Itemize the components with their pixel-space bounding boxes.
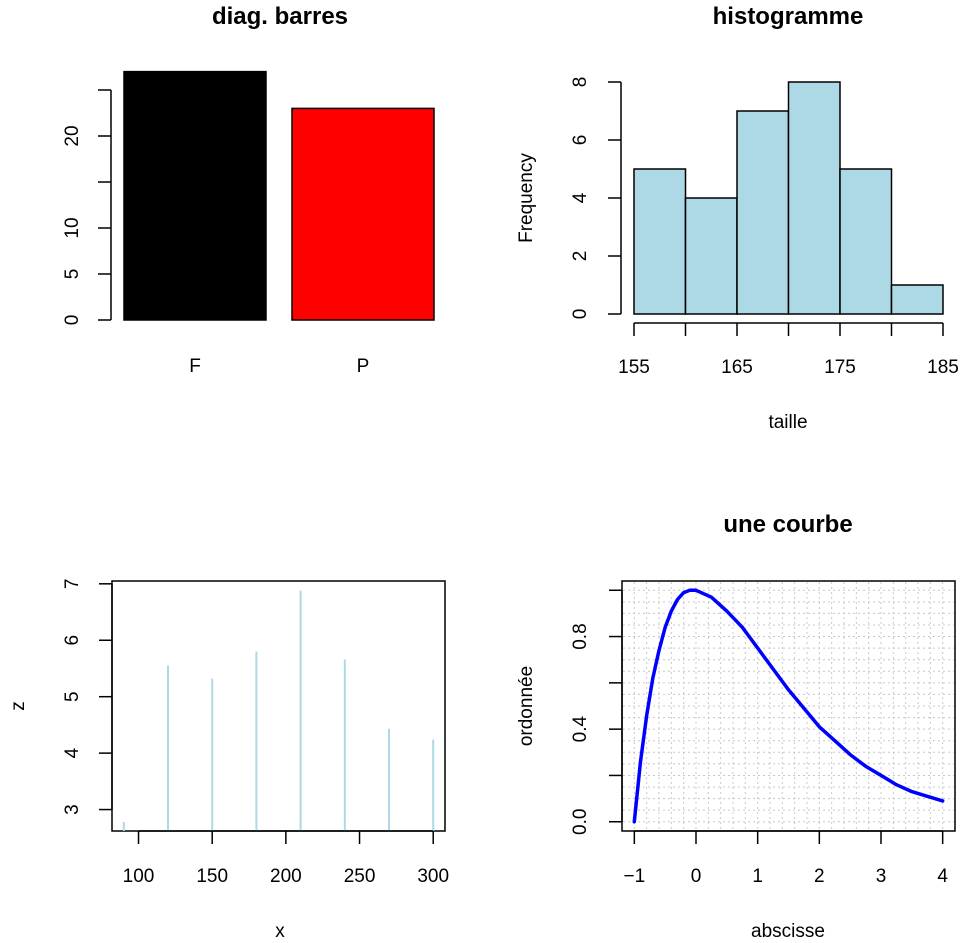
barplot-y-axis: 0 5 10 20 — [62, 89, 112, 326]
spikeplot-y-axis: 3 4 5 6 7 — [62, 579, 113, 815]
histogram-x-tick-label: 175 — [824, 357, 856, 378]
spikeplot-y-tick-label: 4 — [62, 747, 83, 758]
spikeplot-x-label: x — [275, 921, 285, 942]
barplot-y-tick-label: 5 — [62, 269, 83, 280]
histogram-y-tick-label: 8 — [570, 77, 591, 88]
barplot-y-tick-label: 10 — [62, 217, 83, 238]
curve-y-tick-label: 0.8 — [570, 623, 591, 649]
curve-y-tick-label: 0.0 — [570, 809, 591, 835]
panel-histogram: histogramme 155 165 175 185 0 2 4 6 8 taille Fr… — [516, 3, 959, 433]
spikeplot-x-tick-label: 150 — [196, 866, 228, 887]
spikeplot-x-tick-label: 250 — [344, 866, 376, 887]
curve-grid — [623, 582, 954, 830]
spikeplot-y-tick-label: 7 — [62, 579, 83, 590]
spikeplot-y-tick-label: 3 — [62, 804, 83, 815]
spikeplot-y-tick-label: 6 — [62, 635, 83, 646]
spikeplot-x-tick-label: 200 — [270, 866, 302, 887]
curve-x-tick-label: 4 — [937, 866, 948, 887]
spikeplot-x-tick-label: 100 — [123, 866, 155, 887]
curve-y-label: ordonnée — [516, 666, 537, 746]
histogram-y-tick-label: 4 — [570, 192, 591, 203]
curve-x-tick-label: −1 — [623, 866, 645, 887]
spikeplot-lines — [122, 590, 435, 831]
histogram-x-axis: 155 165 175 185 — [618, 322, 959, 378]
spikeplot-frame — [111, 580, 446, 832]
histogram-bar — [890, 284, 944, 315]
curve-x-tick-label: 3 — [876, 866, 887, 887]
histogram-bar — [736, 110, 790, 315]
histogram-title: histogramme — [713, 3, 864, 30]
curve-title: une courbe — [723, 511, 852, 538]
histogram-bar — [633, 168, 687, 315]
bar-P — [291, 107, 435, 321]
histogram-y-tick-label: 6 — [570, 135, 591, 146]
curve-y-tick-label: 0.4 — [570, 716, 591, 743]
spikeplot-y-label: z — [8, 701, 29, 711]
curve-line — [632, 588, 945, 824]
histogram-y-axis: 0 2 4 6 8 — [570, 77, 622, 320]
barplot-y-tick-label: 20 — [62, 125, 83, 146]
curve-x-axis: −1 0 1 2 3 4 — [623, 830, 948, 887]
histogram-y-label: Frequency — [516, 153, 537, 243]
panel-curve: une courbe −1 0 1 2 3 4 0.0 0.4 0.8 abscisse or… — [516, 511, 956, 942]
barplot-bars — [123, 70, 435, 321]
histogram-x-tick-label: 185 — [927, 357, 959, 378]
spikeplot-x-tick-label: 300 — [417, 866, 449, 887]
panel-spikeplot: 100 150 200 250 300 3 4 5 6 7 x z — [8, 579, 449, 942]
histogram-bars — [633, 81, 944, 315]
curve-x-tick-label: 1 — [752, 866, 763, 887]
histogram-x-tick-label: 165 — [721, 357, 753, 378]
histogram-y-tick-label: 0 — [570, 309, 591, 320]
barplot-title: diag. barres — [212, 3, 348, 30]
curve-x-tick-label: 0 — [691, 866, 702, 887]
histogram-x-label: taille — [768, 412, 807, 433]
barplot-category-label: F — [189, 356, 201, 377]
curve-x-label: abscisse — [751, 921, 825, 942]
histogram-bar — [684, 197, 738, 315]
curve-y-axis: 0.0 0.4 0.8 — [570, 589, 623, 835]
bar-F — [123, 70, 267, 321]
curve-x-tick-label: 2 — [814, 866, 825, 887]
histogram-x-tick-label: 155 — [618, 357, 650, 378]
spikeplot-y-tick-label: 5 — [62, 691, 83, 702]
spikeplot-x-axis: 100 150 200 250 300 — [123, 830, 449, 887]
histogram-bar — [787, 81, 841, 315]
histogram-bar — [839, 168, 893, 315]
barplot-y-tick-label: 0 — [62, 315, 83, 326]
histogram-y-tick-label: 2 — [570, 251, 591, 262]
barplot-category-label: P — [357, 356, 370, 377]
